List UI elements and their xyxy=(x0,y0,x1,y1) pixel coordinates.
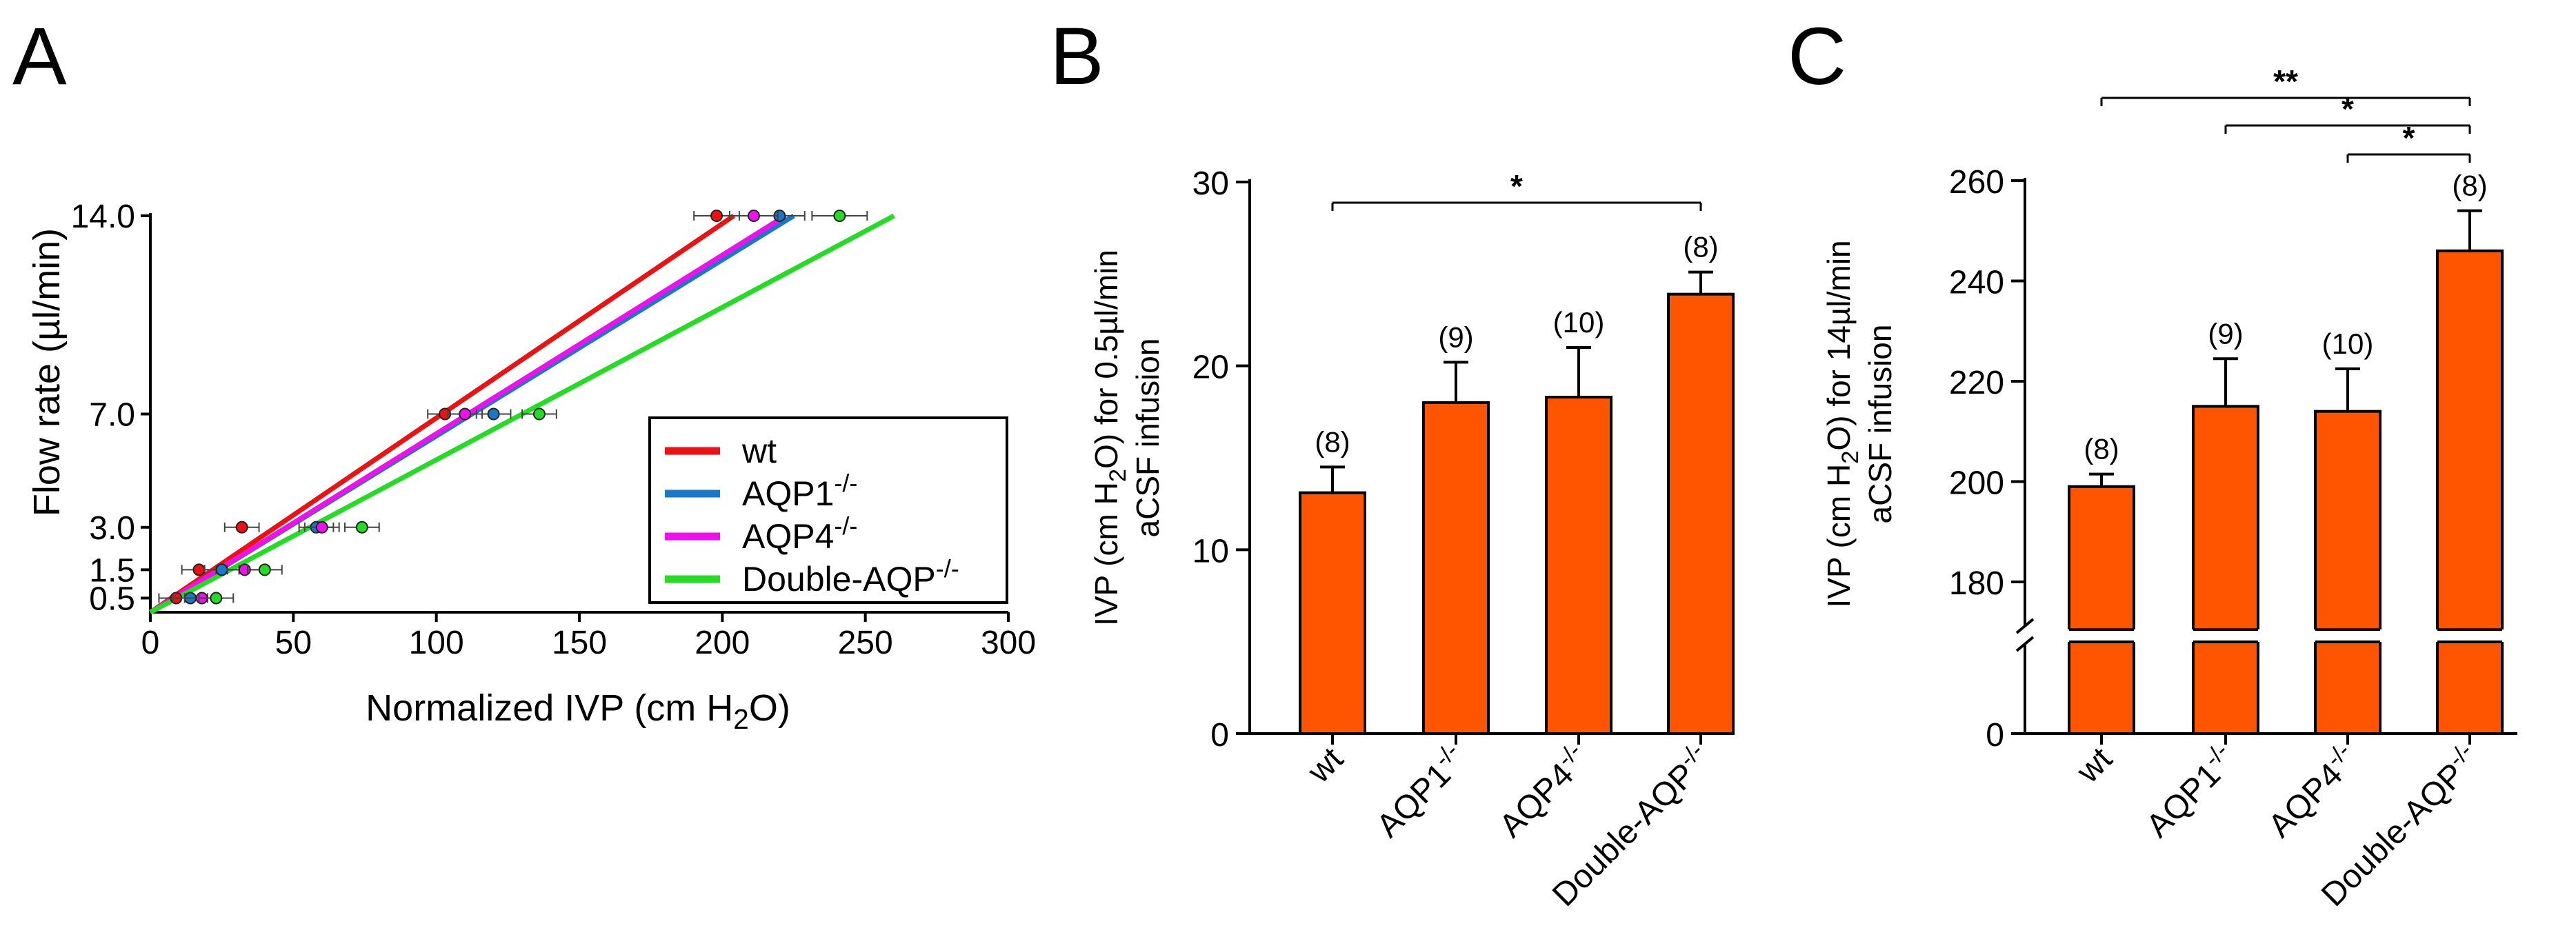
panel-b-category-label: wt xyxy=(1301,740,1350,790)
panel-b-category-label: AQP1-/- xyxy=(1367,738,1474,845)
panel-a-data-point xyxy=(487,407,500,421)
panel-letter-a: A xyxy=(12,11,67,102)
panel-b-significance-star: * xyxy=(1510,168,1523,204)
panel-c-bar-break xyxy=(2435,629,2505,642)
panel-c-n-label: (10) xyxy=(2322,327,2374,360)
panel-a-data-point xyxy=(833,210,846,222)
panel-a-legend-label: AQP4-/- xyxy=(742,512,857,556)
panel-c-bar-break xyxy=(2190,629,2261,642)
panel-c-y-tick-label: 200 xyxy=(1949,465,2004,502)
panel-c-y-tick-label: 260 xyxy=(1949,164,2004,201)
panel-a-y-tick-label: 14.0 xyxy=(71,199,135,235)
panel-c-bar xyxy=(2314,410,2382,736)
panel-b-y-tick-label: 0 xyxy=(1210,717,1229,754)
panel-c-y-axis-label-line1: IVP (cm H2O) for 14µl/min xyxy=(1821,240,1864,607)
panel-a-y-tick-label: 3.0 xyxy=(89,510,135,547)
panel-a-legend-label: Double-AQP-/- xyxy=(742,554,959,598)
panel-b-y-tick-label: 30 xyxy=(1192,165,1229,202)
panel-b-category-label: AQP4-/- xyxy=(1490,738,1597,845)
panel-b-y-tick-label: 20 xyxy=(1192,350,1229,386)
panel-b-bar xyxy=(1422,401,1490,735)
panel-c-y-tick-label: 0 xyxy=(1986,717,2004,754)
panel-b-bar xyxy=(1545,396,1613,735)
panel-c-significance-star: * xyxy=(2403,120,2415,156)
panel-a-x-axis-label: Normalized IVP (cm H2O) xyxy=(366,687,790,735)
panel-c-axis-break-mark xyxy=(2015,618,2035,634)
panel-b-bar xyxy=(1299,491,1366,736)
panel-a-data-point xyxy=(235,521,248,534)
panel-b-y-tick-label: 10 xyxy=(1192,533,1229,569)
panel-a-x-tick-label: 250 xyxy=(838,625,893,661)
panel-c-n-label: (8) xyxy=(2452,170,2487,202)
panel-a-data-point xyxy=(215,563,228,576)
panel-c-y-axis-label-line2: aCSF infusion xyxy=(1862,325,1898,524)
panel-c-bar-chart: IVP (cm H2O) for 14µl/min aCSF infusion … xyxy=(1821,63,2517,914)
panel-c-category-label: wt xyxy=(2070,740,2119,790)
panel-a-data-point xyxy=(459,407,472,421)
panel-a-data-point xyxy=(210,592,223,605)
panel-a-x-tick-label: 200 xyxy=(695,625,750,661)
panel-a-data-point xyxy=(747,210,760,222)
panel-a-data-point xyxy=(258,563,271,576)
panel-a-x-tick-label: 100 xyxy=(409,625,464,661)
panel-c-category-label: AQP4-/- xyxy=(2259,738,2366,845)
panel-a-data-point xyxy=(315,521,328,534)
panel-a-y-tick-label: 7.0 xyxy=(89,397,135,434)
panel-b-n-label: (9) xyxy=(1438,321,1473,353)
panel-c-category-label: AQP1-/- xyxy=(2137,738,2244,845)
panel-b-y-axis-label-line1: IVP (cm H2O) for 0.5µl/min xyxy=(1088,250,1131,626)
panel-a-x-tick-label: 0 xyxy=(141,625,160,661)
panel-a-data-point xyxy=(532,407,546,421)
panel-c-bar-break xyxy=(2313,629,2383,642)
panel-a-y-axis-label: Flow rate (µl/min) xyxy=(26,228,68,516)
panel-a-x-tick-label: 50 xyxy=(275,625,312,661)
panel-c-significance-star: ** xyxy=(2273,63,2298,99)
panel-a-data-point xyxy=(355,521,368,534)
panel-a-data-point xyxy=(710,210,723,222)
panel-c-bar-break xyxy=(2066,629,2137,642)
panel-c-significance-star: * xyxy=(2342,91,2354,127)
panel-b-n-label: (8) xyxy=(1683,231,1718,263)
panel-b-n-label: (10) xyxy=(1553,306,1605,339)
panel-c-y-tick-label: 240 xyxy=(1949,265,2004,301)
panel-c-y-tick-label: 220 xyxy=(1949,365,2004,401)
panel-a-legend-label: AQP1-/- xyxy=(742,469,857,513)
panel-b-bar xyxy=(1667,292,1735,735)
panel-c-bar xyxy=(2192,405,2259,735)
panel-a-line-chart: Flow rate (µl/min) Normalized IVP (cm H2… xyxy=(26,199,1036,735)
panel-c-n-label: (9) xyxy=(2208,317,2243,350)
panel-a-y-tick-label: 1.5 xyxy=(89,552,135,589)
panel-c-bar xyxy=(2436,249,2504,736)
panel-a-data-point xyxy=(192,563,206,576)
panel-a-legend-label: wt xyxy=(741,432,777,470)
panel-a-x-tick-label: 150 xyxy=(552,625,607,661)
panel-c-n-label: (8) xyxy=(2084,433,2119,465)
panel-b-y-axis-label-line2: aCSF infusion xyxy=(1130,339,1166,538)
panel-c-y-tick-label: 180 xyxy=(1949,565,2004,602)
panel-a-y-tick-label: 0.5 xyxy=(89,581,135,617)
panel-b-n-label: (8) xyxy=(1315,425,1350,458)
panel-letter-b: B xyxy=(1050,11,1104,102)
panel-b-bar-chart: IVP (cm H2O) for 0.5µl/min aCSF infusion… xyxy=(1088,165,1735,914)
panel-c-axis-break-mark xyxy=(2015,636,2035,652)
panel-c-bar xyxy=(2068,485,2135,736)
panel-letter-c: C xyxy=(1788,11,1846,102)
panel-a-x-tick-label: 300 xyxy=(981,625,1036,661)
